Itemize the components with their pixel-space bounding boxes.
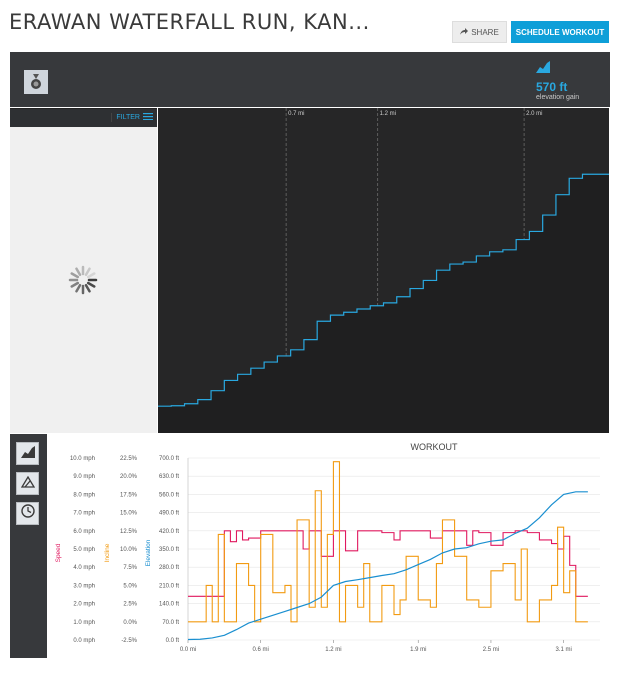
y-tick-label: 700.0 ft (159, 456, 179, 462)
elevation-chart-button[interactable] (16, 442, 39, 465)
y-tick-label: 6.0 mph (73, 529, 95, 535)
speed-series-line (188, 530, 588, 597)
y-tick-label: 10.0% (120, 547, 138, 553)
filter-label: FILTER (116, 114, 140, 121)
y-tick-label: 7.0 mph (73, 511, 95, 517)
y-tick-label: 17.5% (120, 492, 138, 498)
y-tick-label: 420.0 ft (159, 529, 179, 535)
y-tick-label: 210.0 ft (159, 583, 179, 589)
y-tick-label: 8.0 mph (73, 492, 95, 498)
y-tick-label: 280.0 ft (159, 565, 179, 571)
y-tick-label: 0.0 ft (166, 638, 180, 644)
y-tick-label: 20.0% (120, 474, 138, 480)
x-tick-label: 3.1 mi (555, 647, 571, 653)
incline-chart-button[interactable] (16, 472, 39, 495)
elevation-gain-label: elevation gain (536, 94, 580, 101)
x-tick-label: 0.6 mi (253, 647, 269, 653)
chart-title: WORKOUT (411, 442, 458, 452)
page-title: ERAWAN WATERFALL RUN, KAN... (9, 10, 370, 34)
y-tick-label: 15.0% (120, 511, 138, 517)
elevation-series-line (187, 491, 588, 641)
x-tick-label: 2.5 mi (483, 647, 499, 653)
y-tick-label: 4.0 mph (73, 565, 95, 571)
share-arrow-icon (460, 27, 469, 37)
y-tick-label: 0.0 mph (73, 638, 95, 644)
elevation-profile-line (158, 173, 609, 407)
workout-chart: WORKOUT 0.0 mph 1.0 mph 2.0 mph 3.0 mph 4.0 m… (47, 434, 610, 658)
y-tick-label: 2.0 mph (73, 602, 95, 608)
y-tick-label: 5.0 mph (73, 547, 95, 553)
distance-marker-label: 1.2 mi (380, 111, 396, 117)
elevation-gain-summary: 570 ft elevation gain (536, 60, 596, 101)
y-tick-label: 630.0 ft (159, 474, 179, 480)
y-tick-label: 10.0 mph (70, 456, 95, 462)
share-button[interactable]: SHARE (452, 21, 507, 43)
y-tick-label: 2.5% (123, 602, 137, 608)
y-tick-label: 350.0 ft (159, 547, 179, 553)
duration-chart-button[interactable] (16, 502, 39, 525)
x-tick-label: 1.9 mi (410, 647, 426, 653)
y-tick-label: 7.5% (123, 565, 137, 571)
incline-series-line (188, 461, 588, 623)
y-tick-label: 9.0 mph (73, 474, 95, 480)
y-tick-label: 5.0% (123, 583, 137, 589)
filter-button[interactable]: FILTER (111, 113, 153, 122)
y-tick-label: 70.0 ft (162, 620, 179, 626)
elevation-profile: 0.7 mi1.2 mi2.0 mi2.7 mi (158, 108, 609, 433)
y-tick-label: 0.0% (123, 620, 137, 626)
y-tick-label: 22.5% (120, 456, 138, 462)
distance-marker-label: 0.7 mi (288, 111, 304, 117)
y-tick-label: 3.0 mph (73, 583, 95, 589)
elevation-gain-icon (536, 60, 550, 77)
distance-marker-label: 2.0 mi (526, 111, 542, 117)
elevation-icon (20, 445, 35, 463)
y-axis-title: Speed (55, 543, 62, 562)
share-label: SHARE (471, 27, 499, 37)
y-axis-title: Incline (104, 543, 111, 562)
x-tick-label: 1.2 mi (325, 647, 341, 653)
filter-panel: FILTER (10, 108, 157, 433)
filter-list-icon (143, 113, 153, 122)
chart-toolbar (10, 434, 47, 658)
loading-spinner-icon (68, 265, 98, 295)
route-summary-bar: 570 ft elevation gain (10, 52, 610, 107)
y-tick-label: 490.0 ft (159, 511, 179, 517)
clock-icon (20, 504, 35, 523)
schedule-workout-button[interactable]: SCHEDULE WORKOUT (511, 21, 609, 43)
y-tick-label: -2.5% (121, 638, 137, 644)
y-tick-label: 140.0 ft (159, 602, 179, 608)
y-tick-label: 1.0 mph (73, 620, 95, 626)
medal-icon[interactable] (24, 70, 48, 94)
incline-icon (20, 475, 35, 493)
y-tick-label: 12.5% (120, 529, 138, 535)
elevation-gain-value: 570 ft (536, 80, 568, 94)
y-tick-label: 560.0 ft (159, 492, 179, 498)
filter-bar: FILTER (10, 108, 157, 127)
x-tick-label: 0.0 mi (180, 647, 196, 653)
y-axis-title: Elevation (145, 539, 152, 566)
